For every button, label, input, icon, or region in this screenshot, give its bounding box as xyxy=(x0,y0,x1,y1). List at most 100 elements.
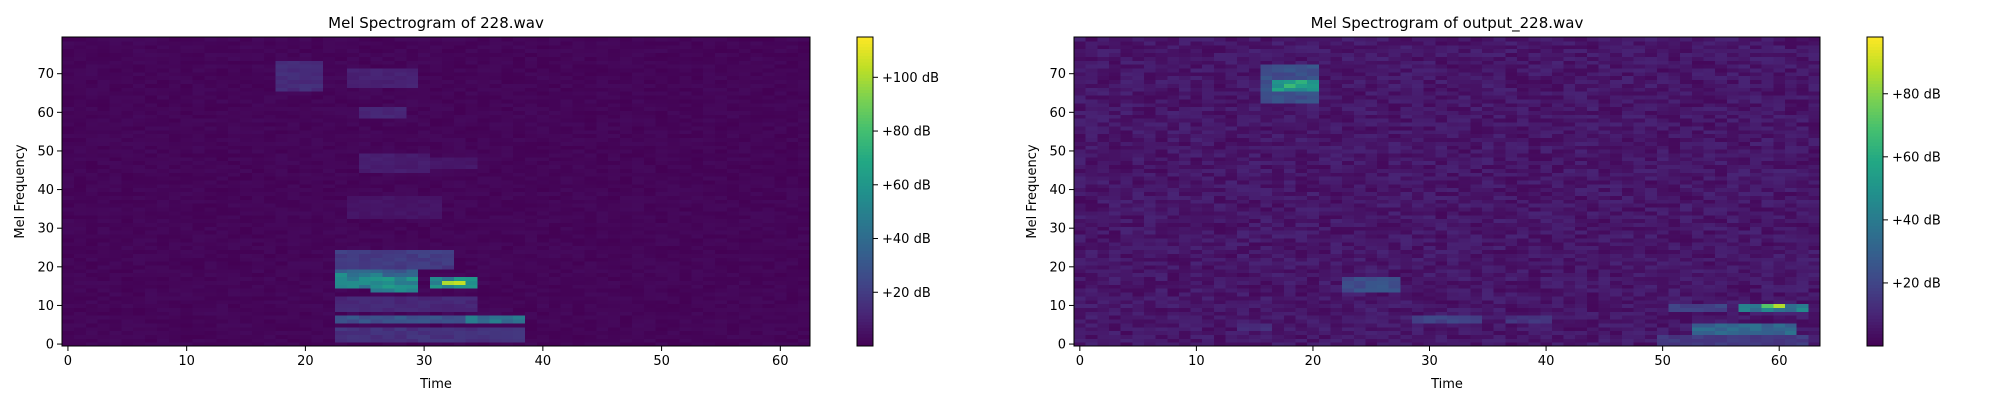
heatmap-cell xyxy=(121,37,134,42)
heatmap-cell xyxy=(85,52,99,57)
heatmap-cell xyxy=(251,311,265,316)
heatmap-cell xyxy=(394,94,407,100)
heatmap-cell xyxy=(726,102,740,108)
heatmap-cell xyxy=(192,149,206,154)
heatmap-cell xyxy=(240,299,253,305)
heatmap-cell xyxy=(715,125,728,131)
heatmap-cell xyxy=(489,284,502,289)
heatmap-cell xyxy=(382,168,396,173)
heatmap-cell xyxy=(299,164,312,169)
heatmap-cell xyxy=(620,249,633,254)
heatmap-cell xyxy=(584,52,597,57)
heatmap-cell xyxy=(631,183,645,189)
heatmap-cell xyxy=(323,226,336,231)
heatmap-cell xyxy=(441,52,455,57)
heatmap-cell xyxy=(548,152,562,158)
heatmap-cell xyxy=(738,145,752,150)
heatmap-cell xyxy=(643,133,657,139)
heatmap-cell xyxy=(335,241,348,247)
heatmap-cell xyxy=(251,233,265,239)
heatmap-cell xyxy=(299,87,312,92)
heatmap-cell xyxy=(168,191,182,196)
heatmap-cell xyxy=(85,311,99,316)
heatmap-cell xyxy=(691,303,704,308)
heatmap-cell xyxy=(406,261,419,266)
heatmap-cell xyxy=(453,114,467,119)
heatmap-cell xyxy=(335,64,348,69)
heatmap-cell xyxy=(441,79,455,84)
heatmap-cell xyxy=(382,156,396,162)
heatmap-cell xyxy=(240,311,253,316)
heatmap-cell xyxy=(501,230,514,235)
heatmap-cell xyxy=(441,342,455,347)
heatmap-cell xyxy=(608,114,621,119)
heatmap-cell xyxy=(477,280,491,285)
heatmap-cell xyxy=(97,318,111,324)
heatmap-cell xyxy=(382,125,396,131)
heatmap-cell xyxy=(394,241,407,247)
heatmap-cell xyxy=(691,288,704,293)
heatmap-cell xyxy=(560,98,574,104)
heatmap-cell xyxy=(406,71,419,77)
heatmap-cell xyxy=(370,214,384,220)
heatmap-cell xyxy=(525,199,538,204)
heatmap-cell xyxy=(382,149,396,154)
heatmap-cell xyxy=(608,268,621,274)
heatmap-cell xyxy=(85,334,99,339)
heatmap-cell xyxy=(679,303,692,308)
heatmap-cell xyxy=(263,268,277,274)
heatmap-cell xyxy=(251,37,265,42)
heatmap-cell xyxy=(762,67,775,73)
heatmap-cell xyxy=(489,172,502,177)
heatmap-cell xyxy=(643,230,657,235)
heatmap-cell xyxy=(109,179,122,185)
heatmap-cell xyxy=(240,156,253,162)
heatmap-cell xyxy=(667,67,680,73)
heatmap-cell xyxy=(667,75,680,81)
heatmap-cell xyxy=(513,172,526,177)
heatmap-cell xyxy=(560,56,574,61)
heatmap-cell xyxy=(370,133,384,139)
heatmap-cell xyxy=(418,71,431,77)
heatmap-cell xyxy=(667,288,680,293)
heatmap-cell xyxy=(85,164,99,169)
heatmap-cell xyxy=(335,233,348,239)
heatmap-cell xyxy=(62,75,75,81)
heatmap-cell xyxy=(679,280,692,285)
heatmap-cell xyxy=(703,210,716,216)
heatmap-cell xyxy=(346,249,360,254)
heatmap-cell xyxy=(738,160,752,166)
heatmap-cell xyxy=(750,264,764,270)
heatmap-cell xyxy=(738,237,752,243)
heatmap-cell xyxy=(394,315,407,320)
heatmap-cell xyxy=(608,288,621,293)
heatmap-cell xyxy=(133,261,146,266)
heatmap-cell xyxy=(667,253,680,258)
heatmap-cell xyxy=(726,195,740,200)
heatmap-cell xyxy=(584,125,597,131)
heatmap-cell xyxy=(786,222,799,227)
heatmap-cell xyxy=(394,326,407,332)
heatmap-cell xyxy=(192,295,206,301)
heatmap-cell xyxy=(204,334,217,339)
heatmap-cell xyxy=(382,303,396,308)
heatmap-cell xyxy=(394,214,407,220)
heatmap-cell xyxy=(62,176,75,181)
heatmap-cell xyxy=(703,172,716,177)
heatmap-cell xyxy=(394,183,407,189)
heatmap-cell xyxy=(251,330,265,336)
heatmap-cell xyxy=(311,114,324,119)
heatmap-cell xyxy=(382,342,396,347)
heatmap-cell xyxy=(251,160,265,166)
heatmap-cell xyxy=(572,210,586,216)
heatmap-cell xyxy=(453,295,467,301)
heatmap-cell xyxy=(418,137,431,142)
heatmap-cell xyxy=(85,75,99,81)
heatmap-cell xyxy=(726,56,740,61)
heatmap-cell xyxy=(251,230,265,235)
heatmap-cell xyxy=(73,195,87,200)
heatmap-cell xyxy=(726,338,740,343)
heatmap-cell xyxy=(192,121,206,127)
heatmap-cell xyxy=(691,118,704,123)
heatmap-cell xyxy=(560,114,574,119)
